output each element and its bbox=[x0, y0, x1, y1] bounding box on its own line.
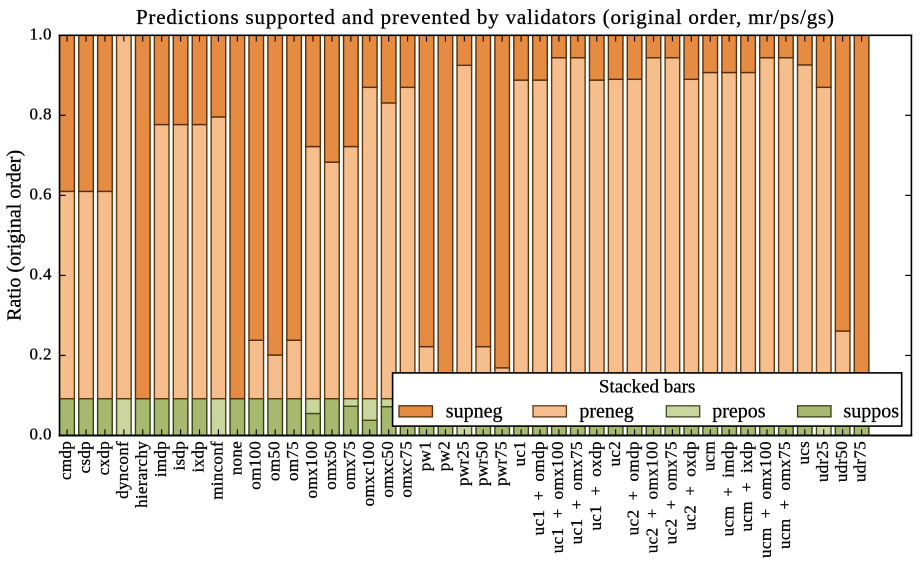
svg-text:preneg: preneg bbox=[579, 400, 633, 422]
svg-text:suppos: suppos bbox=[844, 400, 900, 422]
svg-text:omx50: omx50 bbox=[321, 441, 340, 490]
svg-text:imdp: imdp bbox=[151, 441, 170, 477]
svg-text:0.2: 0.2 bbox=[29, 344, 51, 363]
svg-text:omxc75: omxc75 bbox=[397, 441, 416, 498]
svg-text:pw1: pw1 bbox=[416, 441, 435, 471]
svg-text:ucs: ucs bbox=[794, 441, 813, 465]
svg-text:ucm + ixdp: ucm + ixdp bbox=[737, 441, 756, 532]
svg-text:supneg: supneg bbox=[446, 400, 503, 422]
svg-text:omxc100: omxc100 bbox=[359, 441, 378, 506]
svg-text:om50: om50 bbox=[264, 441, 283, 481]
svg-text:none: none bbox=[226, 441, 245, 475]
svg-text:csdp: csdp bbox=[75, 441, 94, 473]
svg-text:pwr75: pwr75 bbox=[491, 441, 510, 486]
svg-text:Stacked bars: Stacked bars bbox=[599, 377, 696, 398]
svg-text:uc1 + omdp: uc1 + omdp bbox=[529, 441, 548, 535]
svg-text:0.4: 0.4 bbox=[29, 264, 52, 283]
svg-text:ucm + omx75: ucm + omx75 bbox=[775, 441, 794, 549]
svg-text:uc2 + omx100: uc2 + omx100 bbox=[643, 441, 662, 553]
svg-text:uc1: uc1 bbox=[510, 441, 529, 466]
svg-text:isdp: isdp bbox=[170, 441, 189, 471]
svg-text:pwr50: pwr50 bbox=[472, 441, 491, 486]
svg-text:1.0: 1.0 bbox=[29, 24, 51, 43]
svg-text:uc1 + omx75: uc1 + omx75 bbox=[567, 441, 586, 544]
svg-text:omxc50: omxc50 bbox=[378, 441, 397, 498]
svg-text:Predictions supported and prev: Predictions supported and prevented by v… bbox=[136, 5, 835, 29]
svg-text:Ratio (original order): Ratio (original order) bbox=[4, 150, 26, 321]
svg-text:ucm: ucm bbox=[699, 441, 718, 471]
svg-text:udr50: udr50 bbox=[832, 441, 851, 482]
svg-text:udr75: udr75 bbox=[851, 441, 870, 482]
svg-text:ucm + omx100: ucm + omx100 bbox=[756, 441, 775, 558]
svg-text:uc1 + oxdp: uc1 + oxdp bbox=[586, 441, 605, 531]
svg-text:om75: om75 bbox=[283, 441, 302, 481]
svg-text:cmdp: cmdp bbox=[56, 441, 75, 480]
svg-text:om100: om100 bbox=[245, 441, 264, 490]
svg-text:prepos: prepos bbox=[712, 400, 766, 422]
svg-text:pwr25: pwr25 bbox=[453, 441, 472, 486]
svg-text:uc2 + oxdp: uc2 + oxdp bbox=[680, 441, 699, 531]
svg-text:cxdp: cxdp bbox=[94, 441, 113, 475]
svg-text:dynconf: dynconf bbox=[113, 441, 132, 499]
svg-text:hierarchy: hierarchy bbox=[132, 441, 151, 508]
svg-text:uc2: uc2 bbox=[605, 441, 624, 466]
svg-text:0.0: 0.0 bbox=[29, 425, 51, 444]
svg-text:ucm + imdp: ucm + imdp bbox=[718, 441, 737, 536]
svg-text:omx100: omx100 bbox=[302, 441, 321, 499]
svg-text:0.6: 0.6 bbox=[29, 184, 51, 203]
svg-text:0.8: 0.8 bbox=[29, 104, 51, 123]
svg-text:ixdp: ixdp bbox=[189, 441, 208, 472]
svg-text:uc2 + omdp: uc2 + omdp bbox=[624, 441, 643, 535]
svg-text:udr25: udr25 bbox=[813, 441, 832, 482]
svg-text:uc2 + omx75: uc2 + omx75 bbox=[662, 441, 681, 544]
svg-text:pw2: pw2 bbox=[435, 441, 454, 471]
svg-text:uc1 + omx100: uc1 + omx100 bbox=[548, 441, 567, 553]
svg-text:minconf: minconf bbox=[208, 441, 227, 500]
svg-text:omx75: omx75 bbox=[340, 441, 359, 490]
